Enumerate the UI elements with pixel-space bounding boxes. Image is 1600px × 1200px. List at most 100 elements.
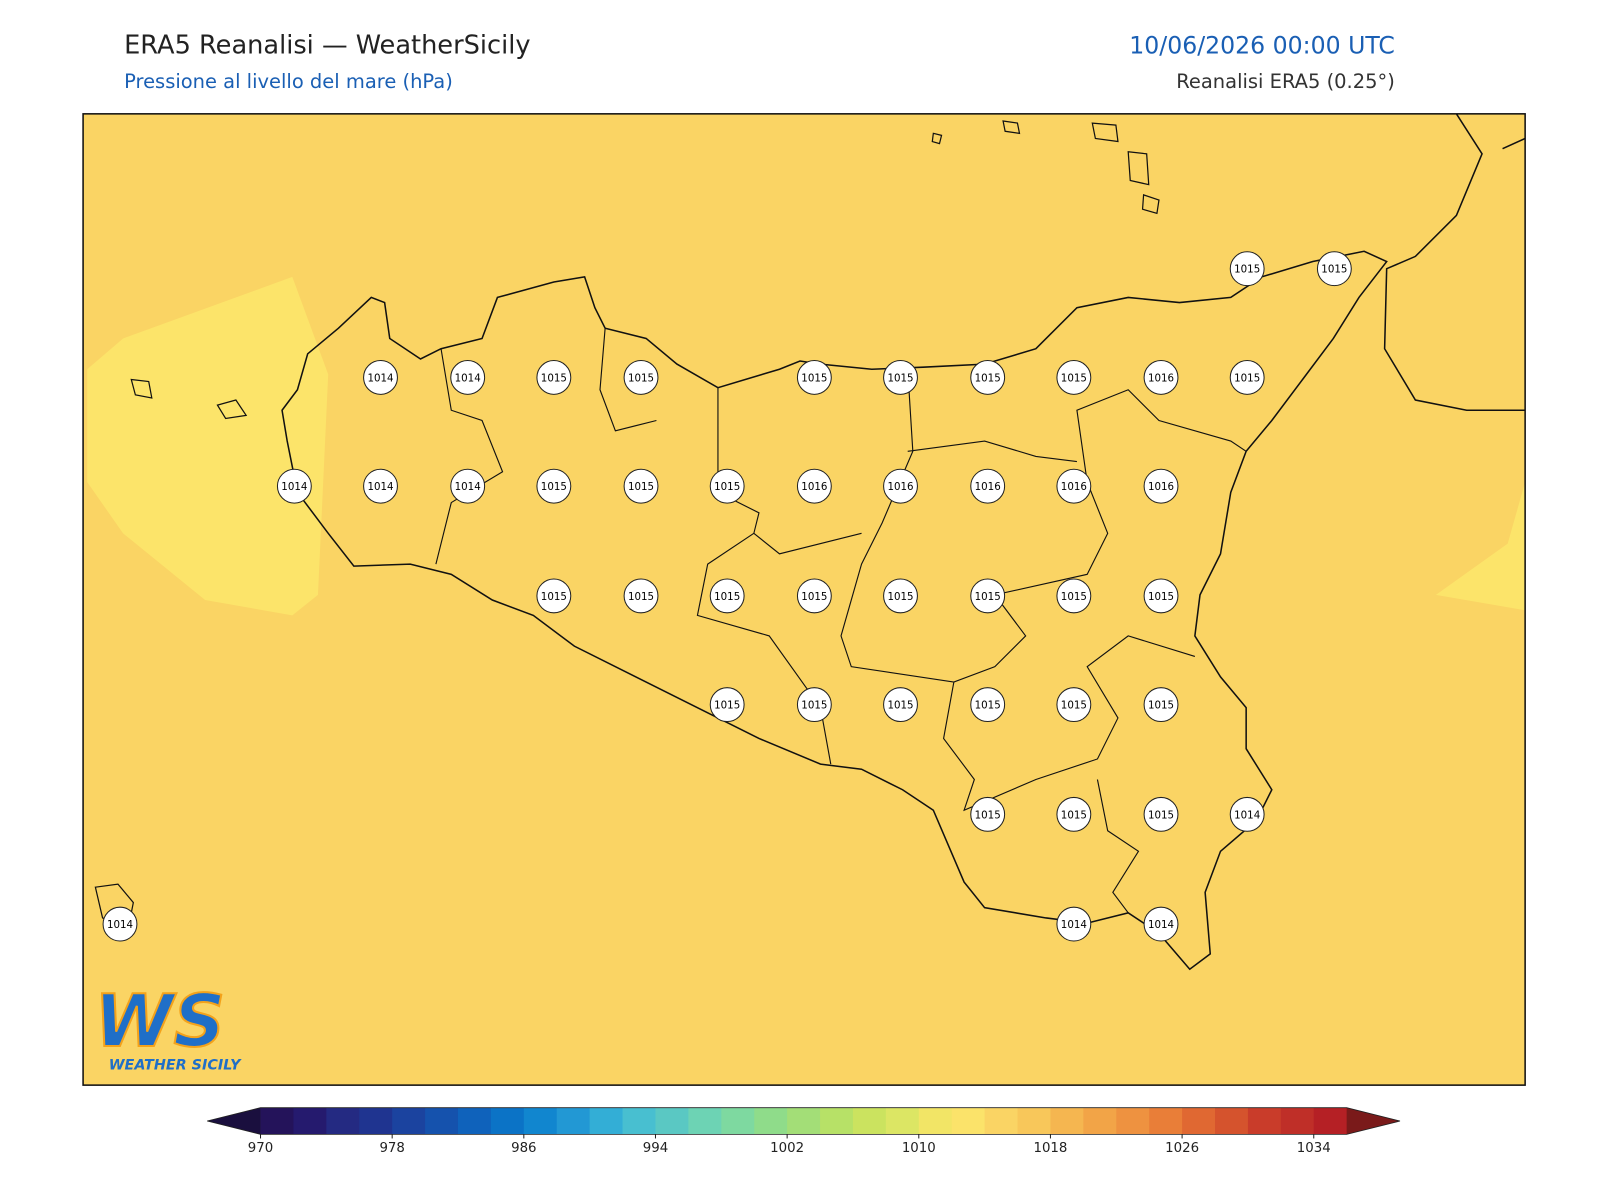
label-circle bbox=[883, 468, 918, 504]
colorbar-outline bbox=[207, 1107, 1401, 1135]
label-circle bbox=[450, 468, 486, 504]
label-circle bbox=[1143, 360, 1179, 395]
colorbar-segment bbox=[457, 1107, 492, 1135]
colorbar-segment bbox=[326, 1107, 360, 1135]
pressure-label: 1015 bbox=[1061, 591, 1087, 603]
label-circle bbox=[796, 687, 832, 723]
pressure-label: 1015 bbox=[1321, 264, 1347, 276]
label-circle bbox=[796, 360, 832, 395]
pressure-label: 1016 bbox=[1061, 481, 1087, 493]
island bbox=[94, 120, 1160, 930]
pressure-label: 1015 bbox=[714, 591, 740, 603]
label-circle bbox=[709, 578, 745, 614]
colorbar-segment bbox=[688, 1107, 722, 1135]
label-circle bbox=[1143, 468, 1179, 504]
logo-name: WEATHER SICILY bbox=[109, 1058, 242, 1074]
label-circle bbox=[536, 468, 572, 504]
label-circle bbox=[709, 687, 745, 723]
pressure-band bbox=[1435, 482, 1526, 611]
colorbar-extend bbox=[1346, 1107, 1400, 1135]
datetime: 10/06/2026 00:00 UTC bbox=[1129, 31, 1395, 59]
pressure-label: 1015 bbox=[628, 372, 654, 384]
label-circle bbox=[970, 360, 1006, 395]
label-circle bbox=[623, 578, 659, 614]
pressure-label: 1014 bbox=[455, 372, 481, 384]
pressure-label: 1015 bbox=[1148, 591, 1174, 603]
pressure-label: 1015 bbox=[887, 700, 913, 712]
label-circle bbox=[623, 360, 659, 395]
colorbar-segment bbox=[359, 1107, 393, 1135]
label-circle bbox=[1143, 578, 1179, 614]
map-frame bbox=[82, 113, 1526, 1086]
label-circle bbox=[1229, 360, 1265, 395]
colorbar-segment bbox=[721, 1107, 755, 1135]
colorbar-segment bbox=[1182, 1107, 1216, 1135]
colorbar-segment bbox=[754, 1107, 788, 1135]
logo-initials: WS bbox=[94, 979, 225, 1063]
label-circle bbox=[1143, 796, 1179, 832]
colorbar-segment bbox=[589, 1107, 624, 1135]
pressure-label: 1015 bbox=[975, 809, 1001, 821]
colorbar-segment bbox=[425, 1107, 459, 1135]
label-circle bbox=[970, 796, 1006, 832]
label-circle bbox=[709, 468, 745, 504]
colorbar-segment bbox=[1050, 1107, 1084, 1135]
label-circle bbox=[796, 468, 832, 504]
colorbar-segment bbox=[951, 1107, 986, 1135]
label-circle bbox=[1056, 796, 1092, 832]
pressure-label: 1014 bbox=[367, 372, 393, 384]
label-circle bbox=[1229, 796, 1265, 832]
colorbar-segment bbox=[787, 1107, 821, 1135]
colorbar-segment bbox=[820, 1107, 854, 1135]
pressure-label: 1015 bbox=[975, 372, 1001, 384]
pressure-label: 1016 bbox=[1148, 372, 1174, 384]
pressure-label: 1015 bbox=[1061, 700, 1087, 712]
colorbar-segment bbox=[556, 1107, 591, 1135]
pressure-label: 1015 bbox=[801, 700, 827, 712]
colorbar-tick-label: 978 bbox=[379, 1141, 404, 1156]
colorbar-segment bbox=[523, 1107, 558, 1135]
pressure-label: 1014 bbox=[455, 481, 481, 493]
colorbar-tick-label: 1018 bbox=[1033, 1141, 1067, 1156]
colorbar-tick-label: 1034 bbox=[1297, 1141, 1331, 1156]
label-circle bbox=[363, 360, 398, 395]
label-circle bbox=[102, 906, 138, 942]
pressure-label: 1015 bbox=[801, 372, 827, 384]
pressure-label: 1015 bbox=[628, 591, 654, 603]
pressure-label: 1015 bbox=[887, 372, 913, 384]
label-circle bbox=[970, 578, 1006, 614]
colorbar-tick-label: 970 bbox=[248, 1141, 273, 1156]
label-circle bbox=[450, 360, 486, 395]
pressure-label: 1015 bbox=[1234, 264, 1260, 276]
pressure-label: 1014 bbox=[367, 481, 393, 493]
colorbar-segment bbox=[1247, 1107, 1282, 1135]
colorbar-tick-label: 994 bbox=[643, 1141, 668, 1156]
pressure-label: 1014 bbox=[107, 919, 133, 931]
pressure-label: 1016 bbox=[887, 481, 913, 493]
pressure-label: 1015 bbox=[887, 591, 913, 603]
colorbar-segment bbox=[1017, 1107, 1051, 1135]
pressure-band bbox=[87, 276, 329, 616]
label-circle bbox=[883, 360, 918, 395]
pressure-label: 1016 bbox=[801, 481, 827, 493]
colorbar-segment bbox=[655, 1107, 689, 1135]
label-circle bbox=[1143, 687, 1179, 723]
colorbar-segment bbox=[1149, 1107, 1183, 1135]
label-circle bbox=[276, 468, 312, 504]
label-circle bbox=[1056, 687, 1092, 723]
colorbar-segment bbox=[852, 1107, 887, 1135]
colorbar-segment bbox=[1116, 1107, 1150, 1135]
pressure-label: 1015 bbox=[714, 481, 740, 493]
source: Reanalisi ERA5 (0.25°) bbox=[1176, 70, 1395, 93]
colorbar-segment bbox=[1280, 1107, 1315, 1135]
colorbar-tick-label: 1002 bbox=[770, 1141, 804, 1156]
pressure-labels: 1015 1015 1014 1014 1015 1015 1015 1015 1015 1015… bbox=[102, 251, 1352, 942]
label-circle bbox=[1143, 906, 1179, 942]
label-circle bbox=[883, 687, 918, 723]
pressure-label: 1016 bbox=[1148, 481, 1174, 493]
label-circle bbox=[970, 687, 1006, 723]
label-circle bbox=[536, 578, 572, 614]
pressure-label: 1015 bbox=[1234, 372, 1260, 384]
pressure-label: 1015 bbox=[628, 481, 654, 493]
